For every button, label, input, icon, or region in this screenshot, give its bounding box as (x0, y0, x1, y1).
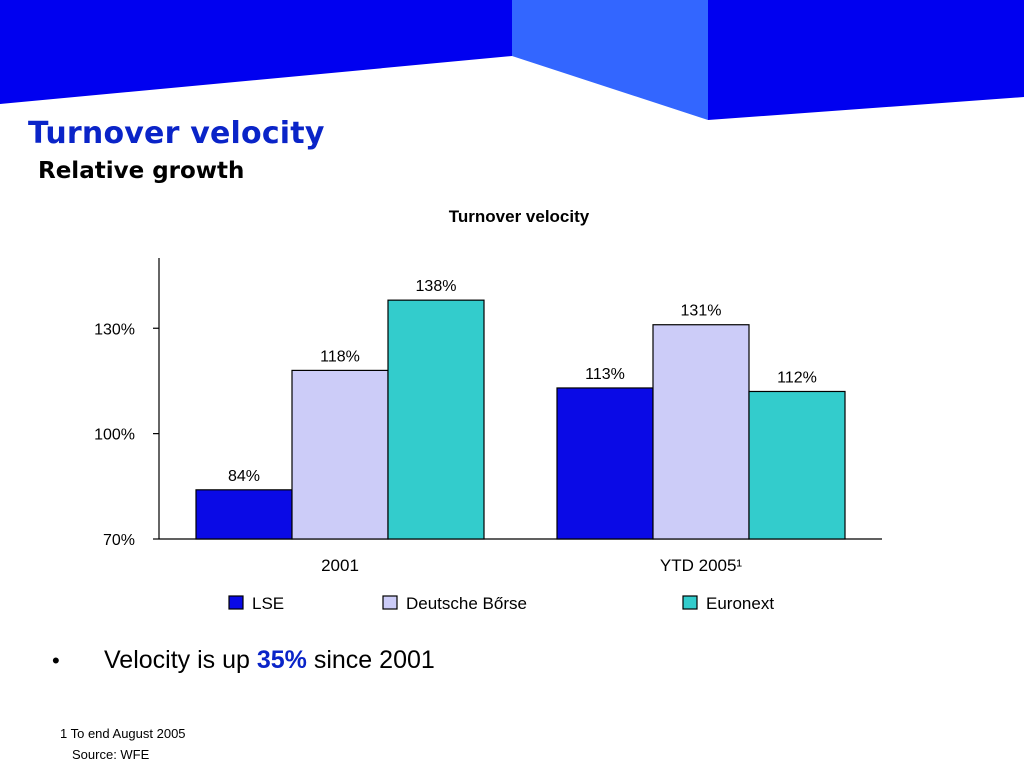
bar (291, 369, 389, 540)
bar (748, 390, 846, 540)
bullet-dot-icon: • (52, 648, 60, 673)
banner-left-panel (0, 0, 512, 104)
slide-title: Turnover velocity (28, 116, 325, 151)
y-tick-label: 130% (94, 321, 135, 338)
bar-data-label: 113% (585, 366, 625, 383)
x-category-label: 2001 (321, 556, 359, 575)
y-tick-label: 70% (103, 532, 135, 549)
bar-data-label: 138% (416, 278, 457, 295)
bar-data-label: 131% (681, 303, 722, 320)
bar (387, 299, 485, 540)
legend-swatch (382, 595, 398, 610)
bullet-text-pre: Velocity is up (104, 646, 257, 674)
y-tick-label: 100% (94, 427, 135, 444)
bullet-text-post: since 2001 (306, 646, 435, 674)
legend-swatch (228, 595, 244, 610)
x-category-label: YTD 2005¹ (660, 556, 743, 575)
legend-label: Deutsche Bőrse (406, 594, 527, 613)
turnover-velocity-chart: Turnover velocity 70% 100% 130% 84% 118% 138% 2… (94, 207, 882, 613)
bar-data-label: 112% (777, 369, 817, 386)
bullet-text: Velocity is up 35% since 2001 (104, 646, 435, 675)
bar (652, 324, 750, 540)
header-banner (0, 0, 1024, 120)
bar (556, 387, 654, 540)
legend-label: Euronext (706, 594, 774, 613)
slide-subtitle: Relative growth (38, 158, 245, 184)
banner-right-panel (708, 0, 1024, 120)
chart-title: Turnover velocity (449, 207, 590, 226)
bar (195, 489, 293, 540)
legend-swatch (682, 595, 698, 610)
bar-data-label: 118% (320, 348, 360, 365)
banner-center-panel (512, 0, 708, 120)
footnote: 1 To end August 2005 (60, 726, 186, 741)
bar-data-label: 84% (228, 468, 260, 485)
source-note: Source: WFE (72, 747, 150, 762)
legend-label: LSE (252, 594, 284, 613)
bullet-highlight: 35% (256, 646, 307, 674)
